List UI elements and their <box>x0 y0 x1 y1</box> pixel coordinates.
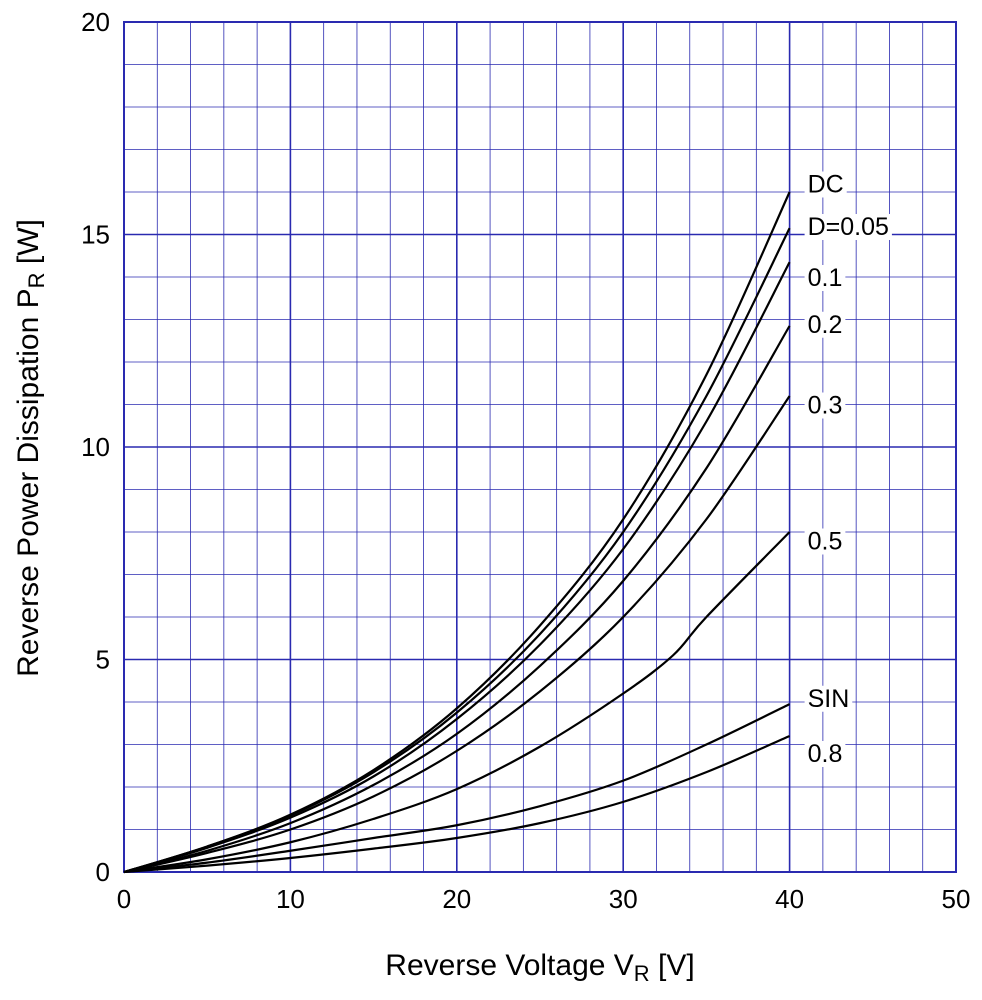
series-label-bg <box>804 265 846 291</box>
series-line-d-0-05 <box>123 227 791 874</box>
series-label-sin: SIN <box>804 685 853 713</box>
series-label-text: D=0.05 <box>808 213 889 241</box>
x-tick-label: 20 <box>442 884 471 914</box>
series-label-text: 0.8 <box>808 740 843 768</box>
y-tick-label: 0 <box>96 857 110 887</box>
x-tick-label: 10 <box>276 884 305 914</box>
series-label-bg <box>804 685 853 712</box>
series-label-bg <box>804 392 846 419</box>
x-tick-labels: 0 10 20 30 40 50 <box>117 884 971 914</box>
series-label-0-3: 0.3 <box>804 392 846 420</box>
x-tick-label: 30 <box>609 884 638 914</box>
series-line-0-5 <box>123 531 791 874</box>
series-label-0-2: 0.2 <box>804 311 846 339</box>
series-label-text: 0.1 <box>808 264 843 292</box>
series-line-sin <box>123 703 791 874</box>
series-label-bg <box>804 528 846 555</box>
series-label-text: DC <box>808 171 844 199</box>
series-label-0-8: 0.8 <box>804 740 846 768</box>
series-label-text: 0.3 <box>808 392 843 420</box>
series-line-0-8 <box>123 734 791 874</box>
x-tick-label: 50 <box>942 884 971 914</box>
y-tick-label: 5 <box>96 645 110 675</box>
y-tick-label: 15 <box>81 220 110 250</box>
series-label-0-1: 0.1 <box>804 264 846 292</box>
x-tick-label: 0 <box>117 884 131 914</box>
series-label-bg <box>804 214 892 240</box>
series-labels: DC D=0.05 0.1 0.2 0.3 0.5 SIN 0.8 <box>804 171 892 768</box>
series-label-text: SIN <box>808 685 850 713</box>
series-label-bg <box>804 171 847 198</box>
y-tick-label: 10 <box>81 432 110 462</box>
series-label-text: 0.2 <box>808 311 843 339</box>
x-tick-label: 40 <box>775 884 804 914</box>
series-line-0-2 <box>123 325 791 874</box>
x-axis-title: Reverse Voltage VR [V] <box>385 949 694 986</box>
series-line-0-3 <box>123 395 791 874</box>
y-tick-labels: 0 5 10 15 20 <box>81 7 110 887</box>
y-axis-title: Reverse Power Dissipation PR [W] <box>12 219 49 677</box>
series-label-d-0-05: D=0.05 <box>804 213 892 241</box>
y-tick-label: 20 <box>81 7 110 37</box>
series-label-bg <box>804 311 846 338</box>
series-label-dc: DC <box>804 171 847 199</box>
series-line-0-1 <box>123 261 791 874</box>
series-label-text: 0.5 <box>808 528 843 556</box>
series-label-bg <box>804 741 846 767</box>
series-layer <box>123 191 791 874</box>
plot-frame <box>123 21 957 873</box>
series-label-0-5: 0.5 <box>804 528 846 556</box>
